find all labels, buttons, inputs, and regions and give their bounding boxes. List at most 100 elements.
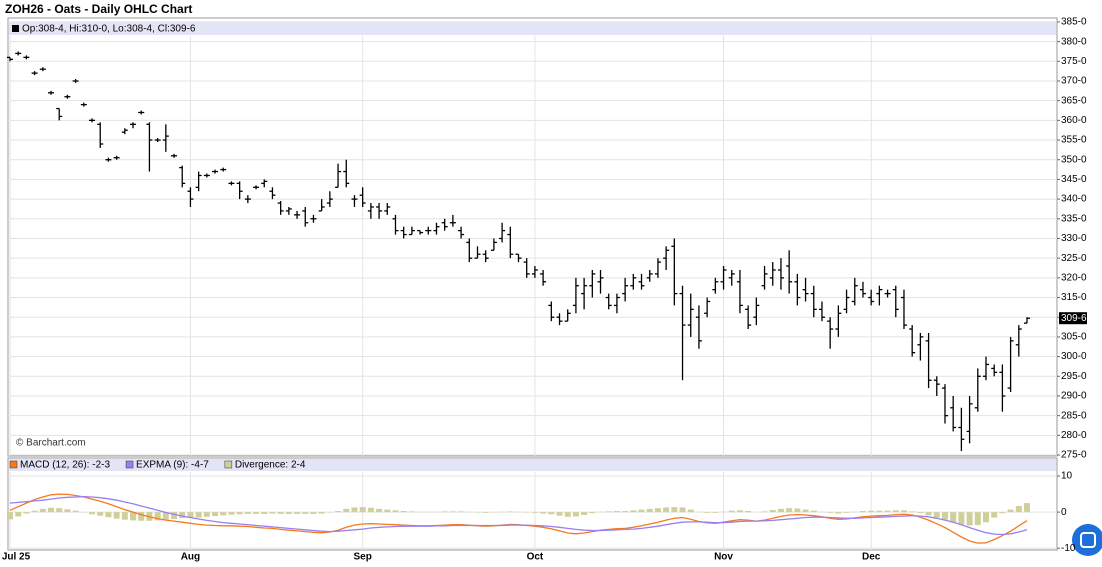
divergence-bar xyxy=(982,512,989,523)
divergence-bar xyxy=(630,510,637,513)
divergence-bar xyxy=(950,512,957,523)
divergence-bar xyxy=(589,512,596,514)
help-icon[interactable] xyxy=(1072,524,1102,556)
y-tick-label: 380-0 xyxy=(1061,36,1087,47)
x-tick-label: Aug xyxy=(181,552,200,563)
divergence-bar xyxy=(572,512,579,517)
x-tick-label: Jul 25 xyxy=(2,552,31,563)
divergence-bar xyxy=(843,512,850,513)
divergence-bar xyxy=(802,509,809,513)
divergence-bar xyxy=(531,512,538,513)
divergence-bar xyxy=(187,512,194,518)
divergence-bar xyxy=(343,508,350,513)
divergence-bar xyxy=(482,512,489,513)
divergence-bar xyxy=(7,512,13,520)
divergence-bar xyxy=(654,508,661,513)
divergence-bar xyxy=(900,510,907,513)
info-band xyxy=(9,22,1056,35)
divergence-bar xyxy=(622,511,629,513)
legend-swatch xyxy=(224,460,233,469)
divergence-bar xyxy=(745,511,752,513)
divergence-bar xyxy=(56,508,63,513)
y-tick-label: 350-0 xyxy=(1061,154,1087,165)
y-tick-label: 365-0 xyxy=(1061,95,1087,106)
y-tick-label: 300-0 xyxy=(1061,351,1087,362)
divergence-bar xyxy=(736,510,743,513)
divergence-bar xyxy=(794,508,801,513)
divergence-bar xyxy=(999,512,1006,514)
marks xyxy=(7,51,1030,544)
divergence-bar xyxy=(105,512,112,518)
y-tick-label: 340-0 xyxy=(1061,194,1087,205)
divergence-bar xyxy=(507,511,514,513)
divergence-bar xyxy=(384,509,391,513)
y-tick-label: 325-0 xyxy=(1061,253,1087,264)
divergence-bar xyxy=(359,507,366,513)
y-tick-label: 375-0 xyxy=(1061,56,1087,67)
y-tick-label: 0 xyxy=(1061,507,1067,518)
divergence-bar xyxy=(285,512,292,514)
divergence-bar xyxy=(138,512,145,521)
x-tick-label: Dec xyxy=(862,552,881,563)
divergence-bar xyxy=(253,512,260,514)
divergence-bar xyxy=(269,512,276,514)
x-tick-label: Nov xyxy=(714,552,733,563)
divergence-bar xyxy=(97,512,104,516)
divergence-bar xyxy=(400,511,407,513)
info-icon xyxy=(12,25,19,32)
y-tick-label: 385-0 xyxy=(1061,17,1087,28)
chart-title: ZOH26 - Oats - Daily OHLC Chart xyxy=(5,2,192,16)
divergence-bar xyxy=(236,512,243,515)
divergence-bar xyxy=(154,512,161,521)
divergence-bar xyxy=(277,512,284,514)
divergence-bar xyxy=(835,512,842,514)
divergence-bar xyxy=(441,511,448,513)
divergence-bar xyxy=(991,512,998,518)
divergence-bar xyxy=(376,508,383,513)
divergence-bar xyxy=(909,511,916,513)
y-tick-label: 355-0 xyxy=(1061,135,1087,146)
divergence-bar xyxy=(917,512,924,514)
divergence-bar xyxy=(605,511,612,513)
y-tick-label: 320-0 xyxy=(1061,272,1087,283)
divergence-bar xyxy=(1024,503,1030,513)
divergence-bar xyxy=(761,511,768,513)
legend-band xyxy=(9,459,1056,471)
divergence-bar xyxy=(892,510,899,513)
divergence-bar xyxy=(958,512,965,525)
divergence-bar xyxy=(663,507,670,513)
divergence-bar xyxy=(212,512,219,517)
divergence-bar xyxy=(23,512,30,514)
x-tick-label: Oct xyxy=(527,552,544,563)
divergence-bar xyxy=(318,512,325,514)
y-tick-label: 290-0 xyxy=(1061,391,1087,402)
divergence-bar xyxy=(1015,505,1022,513)
divergence-bar xyxy=(335,511,342,513)
divergence-bar xyxy=(728,510,735,513)
divergence-bar xyxy=(966,512,973,526)
divergence-bar xyxy=(974,512,981,526)
x-tick-label: Sep xyxy=(353,552,371,563)
y-tick-label: 360-0 xyxy=(1061,115,1087,126)
y-tick-label: 370-0 xyxy=(1061,76,1087,87)
info-label: Op:308-4, Hi:310-0, Lo:308-4, Cl:309-6 xyxy=(22,24,196,35)
y-tick-label: 335-0 xyxy=(1061,213,1087,224)
divergence-bar xyxy=(876,510,883,513)
divergence-bar xyxy=(179,512,186,519)
divergence-bar xyxy=(130,512,137,521)
divergence-bar xyxy=(810,510,817,513)
divergence-bar xyxy=(933,512,940,518)
last-price-label: 309-6 xyxy=(1061,313,1087,324)
divergence-bar xyxy=(220,512,227,516)
macd-panel xyxy=(7,457,1058,551)
macd-line xyxy=(9,495,1028,536)
divergence-bar xyxy=(408,511,415,513)
divergence-bar xyxy=(638,509,645,513)
divergence-bar xyxy=(679,507,686,513)
divergence-bar xyxy=(171,512,178,519)
divergence-bar xyxy=(302,512,309,514)
divergence-bar xyxy=(704,512,711,513)
y-tick-label: 345-0 xyxy=(1061,174,1087,185)
divergence-bar xyxy=(827,512,834,513)
